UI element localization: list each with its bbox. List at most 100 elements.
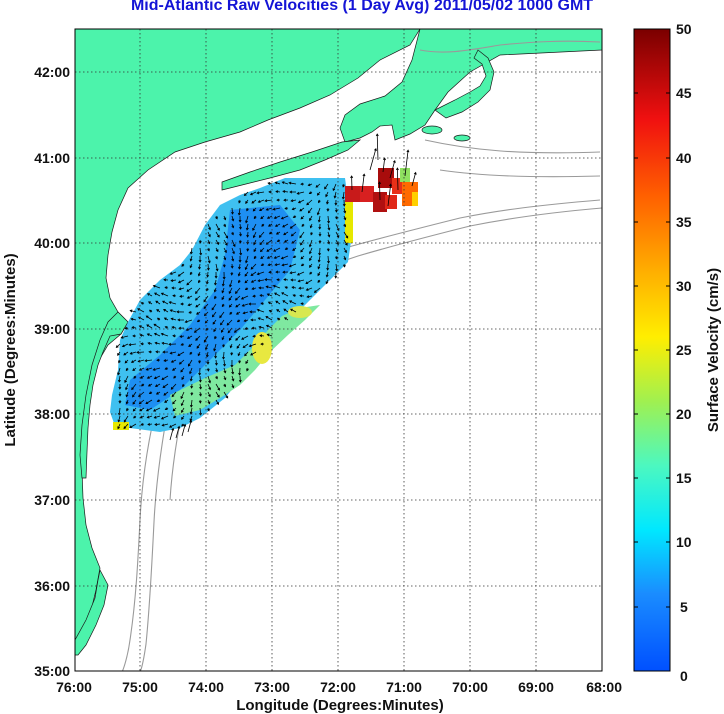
current-vector [177, 279, 185, 284]
current-vector [132, 391, 137, 398]
current-vector [245, 359, 249, 365]
current-vector [274, 292, 281, 297]
current-vector [274, 263, 281, 267]
current-vector [335, 263, 339, 272]
current-vector [299, 207, 305, 212]
current-vector [189, 271, 193, 276]
current-vector [244, 327, 249, 330]
current-vector [257, 279, 265, 283]
velocity-yellow-patch-3 [113, 422, 129, 430]
current-vector [140, 342, 145, 346]
current-vector [180, 391, 185, 400]
current-vector [276, 309, 281, 313]
current-vector [207, 223, 211, 231]
current-vector [207, 407, 210, 412]
current-vector [133, 375, 137, 379]
current-vector [253, 255, 257, 260]
current-vector [162, 300, 169, 305]
current-vector [256, 308, 265, 313]
current-vector [188, 343, 193, 347]
current-vector [194, 287, 201, 294]
current-vector [136, 350, 145, 354]
current-vector [144, 359, 153, 363]
current-vector [196, 311, 201, 315]
current-vector [199, 383, 202, 390]
current-vector [120, 335, 129, 339]
current-vector [257, 317, 265, 321]
current-vector [309, 215, 313, 222]
current-vector [153, 323, 161, 329]
current-vector [296, 191, 305, 195]
plot-area [75, 29, 602, 671]
velocity-fast-band [170, 305, 320, 416]
current-vector [221, 279, 225, 287]
current-vector [215, 391, 220, 398]
current-vector [184, 319, 193, 323]
current-vector [288, 181, 297, 185]
current-vector [288, 300, 297, 305]
current-vector [172, 407, 177, 412]
current-vector [213, 287, 217, 293]
current-vector [236, 343, 241, 349]
current-vector [148, 350, 153, 354]
colorbar-tick-label: 5 [680, 599, 688, 615]
current-vector [223, 231, 228, 239]
current-vector [229, 279, 233, 288]
current-vector [146, 375, 153, 379]
current-vector [309, 271, 313, 275]
current-vector [251, 287, 257, 290]
y-tick-label: 42:00 [34, 64, 70, 80]
y-tick-label: 41:00 [34, 150, 70, 166]
current-vector [148, 309, 153, 313]
colorbar-tick-label: 45 [676, 85, 692, 101]
current-vector [207, 231, 211, 238]
current-vector [190, 383, 194, 389]
current-vector [152, 367, 161, 371]
current-vector [241, 335, 249, 340]
current-vector [231, 375, 235, 382]
current-vector [316, 207, 321, 216]
current-vector [189, 255, 193, 262]
current-vector [160, 292, 169, 297]
current-vector [148, 391, 153, 394]
current-vector [282, 223, 289, 228]
current-vector [212, 319, 217, 325]
current-vector [273, 215, 281, 219]
current-vector [153, 332, 161, 337]
current-vector [161, 423, 169, 427]
current-vector [266, 215, 273, 219]
current-vector [326, 255, 330, 264]
current-vector [178, 359, 185, 365]
current-vector [223, 223, 226, 228]
current-vector [289, 223, 297, 229]
current-vector [207, 375, 211, 384]
current-vector [213, 327, 217, 333]
current-vector [313, 287, 321, 293]
current-vector [369, 148, 377, 171]
current-vector [333, 191, 337, 199]
current-vector [326, 247, 330, 252]
y-tick-label: 40:00 [34, 235, 70, 251]
current-vector [244, 271, 249, 277]
current-vector [155, 391, 161, 395]
current-vector [214, 279, 217, 286]
current-vector [267, 263, 273, 267]
current-vector [350, 175, 354, 191]
current-vector [256, 271, 265, 276]
current-vector [231, 383, 235, 389]
current-vector [139, 407, 145, 412]
current-vector-arrows [115, 133, 417, 441]
current-vector [292, 294, 297, 297]
colorbar-tick-label: 0 [680, 668, 688, 684]
current-vector [168, 342, 177, 346]
current-vector [283, 239, 289, 243]
current-vector [179, 294, 185, 298]
current-vector [154, 422, 161, 426]
current-vector [207, 391, 211, 398]
current-vector [235, 287, 241, 295]
current-vector [343, 223, 346, 228]
current-vector [172, 367, 177, 371]
current-vector [264, 199, 273, 203]
current-vector [306, 295, 313, 299]
current-vector [317, 271, 321, 277]
